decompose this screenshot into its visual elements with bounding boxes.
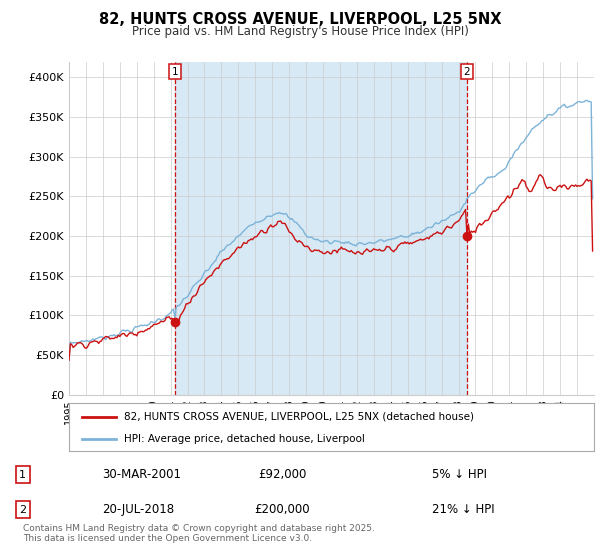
Text: Contains HM Land Registry data © Crown copyright and database right 2025.
This d: Contains HM Land Registry data © Crown c… (23, 524, 374, 543)
Text: 20-JUL-2018: 20-JUL-2018 (102, 503, 174, 516)
Text: 1: 1 (19, 470, 26, 479)
Text: Price paid vs. HM Land Registry's House Price Index (HPI): Price paid vs. HM Land Registry's House … (131, 25, 469, 38)
Text: £200,000: £200,000 (254, 503, 310, 516)
Text: £92,000: £92,000 (258, 468, 306, 481)
Text: 21% ↓ HPI: 21% ↓ HPI (432, 503, 494, 516)
Text: 82, HUNTS CROSS AVENUE, LIVERPOOL, L25 5NX: 82, HUNTS CROSS AVENUE, LIVERPOOL, L25 5… (99, 12, 501, 27)
Text: 1: 1 (172, 67, 178, 77)
Text: 5% ↓ HPI: 5% ↓ HPI (432, 468, 487, 481)
Text: 82, HUNTS CROSS AVENUE, LIVERPOOL, L25 5NX (detached house): 82, HUNTS CROSS AVENUE, LIVERPOOL, L25 5… (124, 412, 474, 422)
Text: 2: 2 (464, 67, 470, 77)
Text: HPI: Average price, detached house, Liverpool: HPI: Average price, detached house, Live… (124, 434, 365, 444)
Bar (175, 62, 467, 395)
Text: 2: 2 (19, 505, 26, 515)
Text: 30-MAR-2001: 30-MAR-2001 (102, 468, 181, 481)
